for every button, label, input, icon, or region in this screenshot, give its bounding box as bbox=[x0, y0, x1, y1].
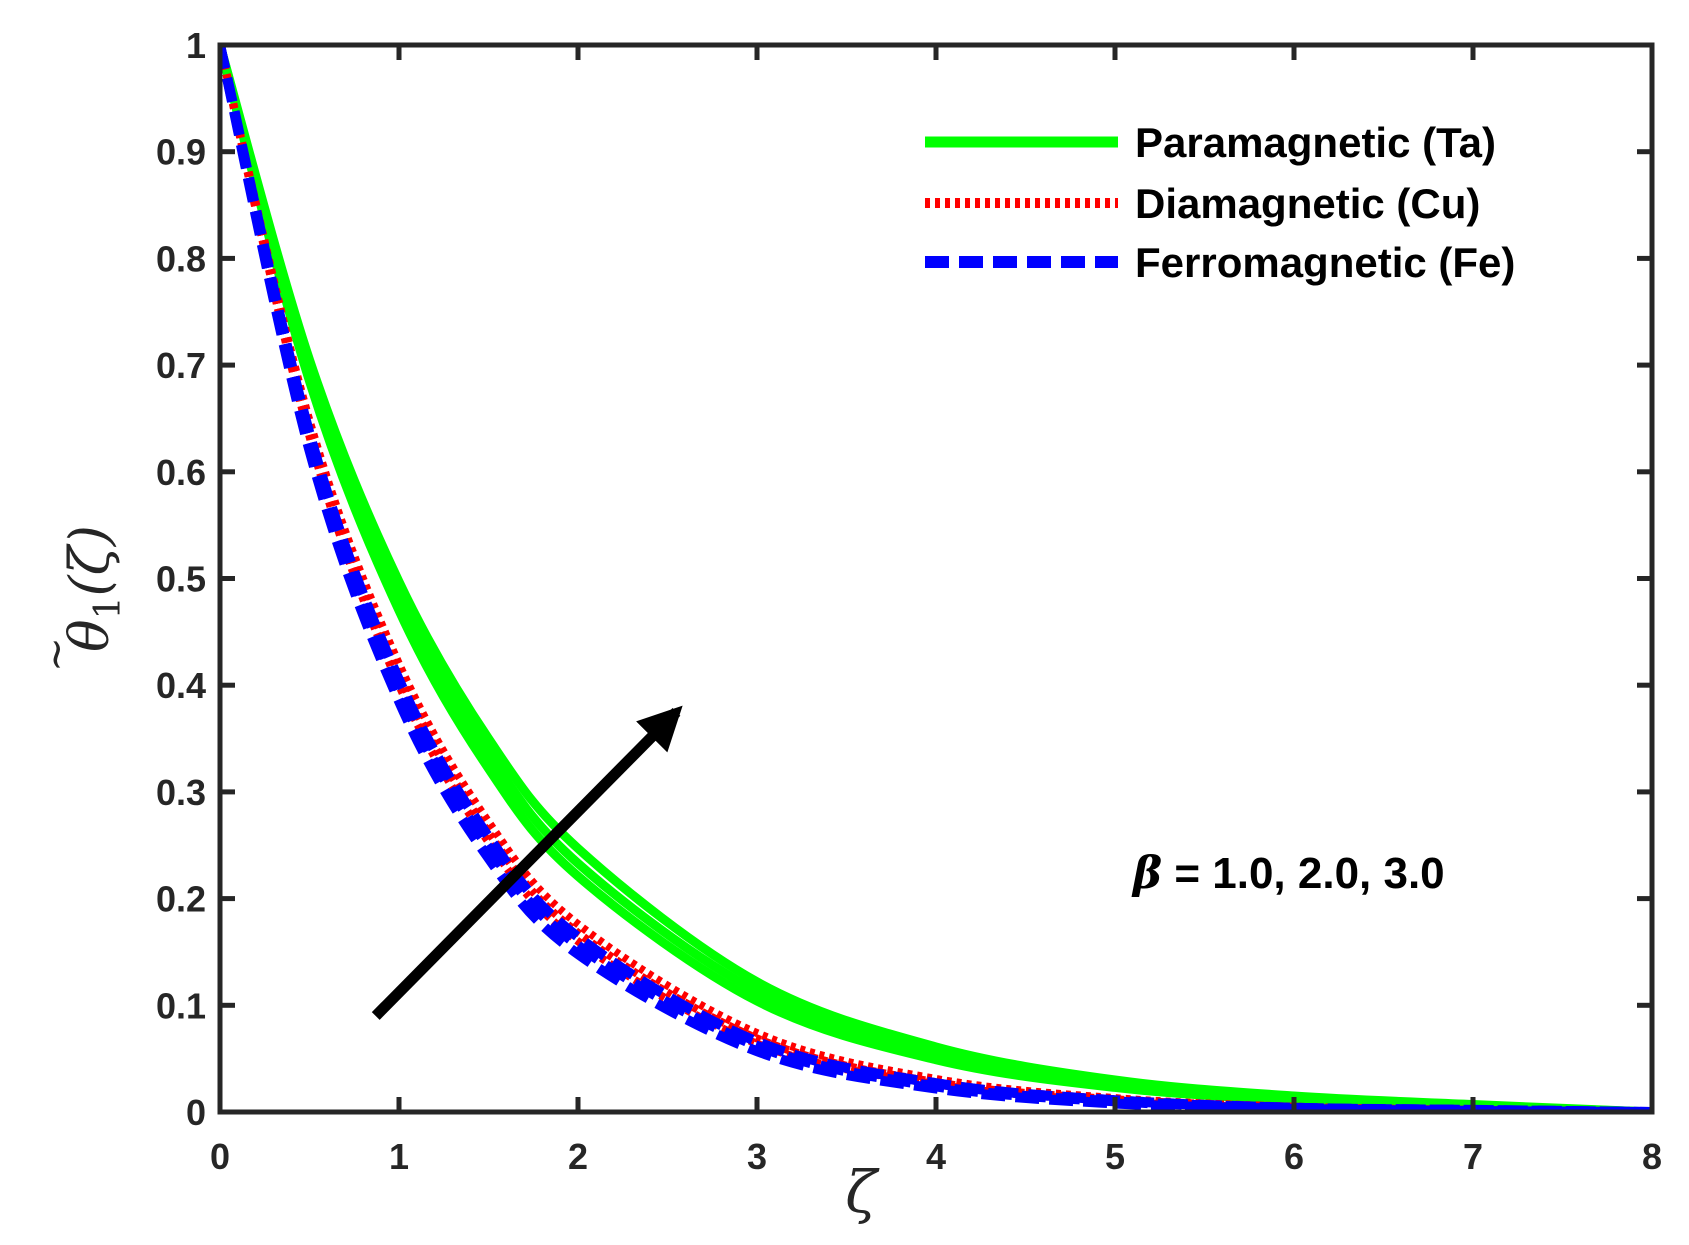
y-tick-label: 0.6 bbox=[156, 452, 206, 493]
y-tick-label: 0.5 bbox=[156, 559, 206, 600]
series-line-dotted-beta-3-0 bbox=[220, 45, 1652, 1112]
annotations: β = 1.0, 2.0, 3.0 bbox=[371, 705, 1445, 1020]
y-tick-label: 0.1 bbox=[156, 985, 206, 1026]
x-tick-label: 4 bbox=[926, 1136, 946, 1177]
y-axis-label: θ1(ζ) bbox=[58, 525, 129, 652]
x-tick-label: 0 bbox=[210, 1136, 230, 1177]
y-label-symbol: θ bbox=[58, 619, 121, 652]
y-tick-label: 0.4 bbox=[156, 665, 206, 706]
x-tick-label: 5 bbox=[1105, 1136, 1125, 1177]
y-tick-label: 0.3 bbox=[156, 772, 206, 813]
legend-label: Ferromagnetic (Fe) bbox=[1135, 239, 1515, 286]
y-tick-label: 0.2 bbox=[156, 879, 206, 920]
y-tick-label: 0.9 bbox=[156, 132, 206, 173]
x-tick-label: 2 bbox=[568, 1136, 588, 1177]
x-tick-label: 3 bbox=[747, 1136, 767, 1177]
y-tick-label: 0.8 bbox=[156, 238, 206, 279]
x-tick-label: 7 bbox=[1463, 1136, 1483, 1177]
x-tick-label: 6 bbox=[1284, 1136, 1304, 1177]
y-axis-label-group: θ1(ζ)~ bbox=[31, 525, 129, 672]
y-tick-label: 1 bbox=[186, 25, 206, 66]
beta-annotation: β = 1.0, 2.0, 3.0 bbox=[1131, 848, 1445, 899]
beta-values: = 1.0, 2.0, 3.0 bbox=[1162, 849, 1445, 898]
y-label-argument: (ζ) bbox=[58, 525, 121, 596]
y-tick-label: 0 bbox=[186, 1092, 206, 1133]
y-label-subscript: 1 bbox=[88, 596, 129, 619]
beta-increase-arrow bbox=[371, 705, 683, 1020]
y-label-accent: ~ bbox=[31, 637, 80, 672]
x-tick-label: 1 bbox=[389, 1136, 409, 1177]
legend: Paramagnetic (Ta) Diamagnetic (Cu) Ferroma… bbox=[925, 119, 1515, 286]
y-tick-label: 0.7 bbox=[156, 345, 206, 386]
series-line-dashed-beta-3-0 bbox=[220, 45, 1652, 1112]
legend-label: Paramagnetic (Ta) bbox=[1135, 119, 1496, 166]
x-axis-label: ζ bbox=[845, 1158, 880, 1226]
beta-symbol: β bbox=[1131, 848, 1162, 899]
plot-area bbox=[220, 45, 1652, 1112]
axes: 0 1 2 3 4 5 6 7 8 0 0.1 0.2 0.3 0.4 0.5 0.6 0.7 0.8 0.9 1 ζ θ… bbox=[31, 25, 1662, 1226]
legend-label: Diamagnetic (Cu) bbox=[1135, 180, 1480, 227]
x-tick-label: 8 bbox=[1642, 1136, 1662, 1177]
series-line-solid-beta-3-0 bbox=[220, 45, 1652, 1112]
